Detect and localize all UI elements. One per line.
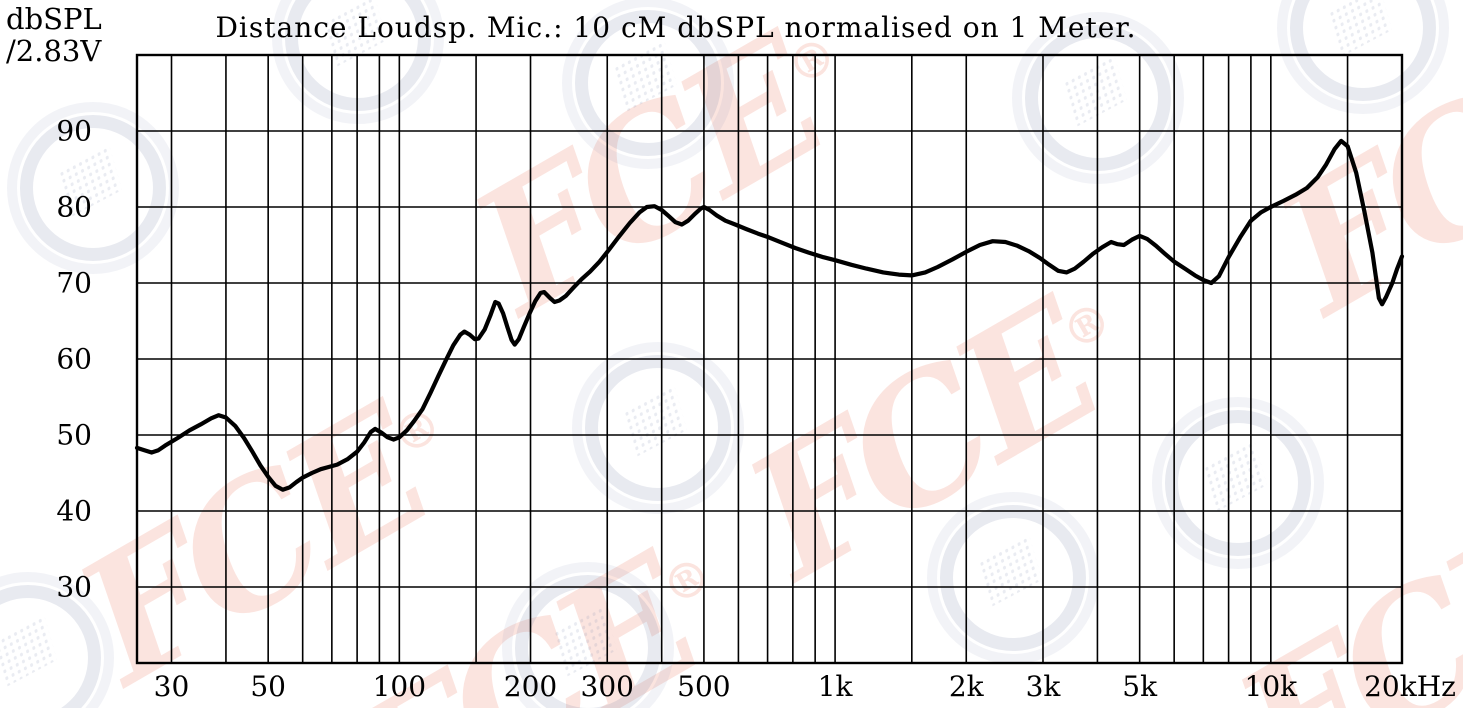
x-tick-label: 10k [1244, 670, 1298, 703]
chart-title: Distance Loudsp. Mic.: 10 cM dbSPL norma… [215, 11, 1137, 44]
x-tick-label: 3k [1025, 670, 1061, 703]
x-tick-label: 1k [817, 670, 853, 703]
x-tick-label: 20kHz [1364, 670, 1456, 703]
x-tick-label: 100 [372, 670, 427, 703]
x-tick-label: 200 [503, 670, 558, 703]
y-tick-label: 70 [56, 266, 92, 300]
y-axis-unit-line1: dbSPL [6, 2, 102, 36]
y-tick-label: 40 [56, 494, 92, 528]
y-tick-label: 90 [56, 114, 92, 148]
x-tick-label: 300 [580, 670, 634, 703]
y-tick-label: 30 [56, 570, 92, 604]
x-tick-label: 5k [1122, 670, 1158, 703]
x-tick-label: 50 [250, 670, 286, 703]
x-tick-label: 30 [153, 670, 190, 703]
y-tick-label: 80 [56, 190, 92, 224]
y-tick-label: 50 [56, 418, 92, 452]
y-tick-label: 60 [56, 342, 92, 376]
y-axis-unit-label: dbSPL /2.83V [6, 2, 102, 68]
y-axis-unit-line2: /2.83V [6, 33, 102, 68]
x-tick-label: 500 [677, 670, 731, 703]
response-curve [134, 138, 1405, 492]
plot-border [135, 53, 1404, 665]
x-tick-label: 2k [948, 670, 984, 703]
